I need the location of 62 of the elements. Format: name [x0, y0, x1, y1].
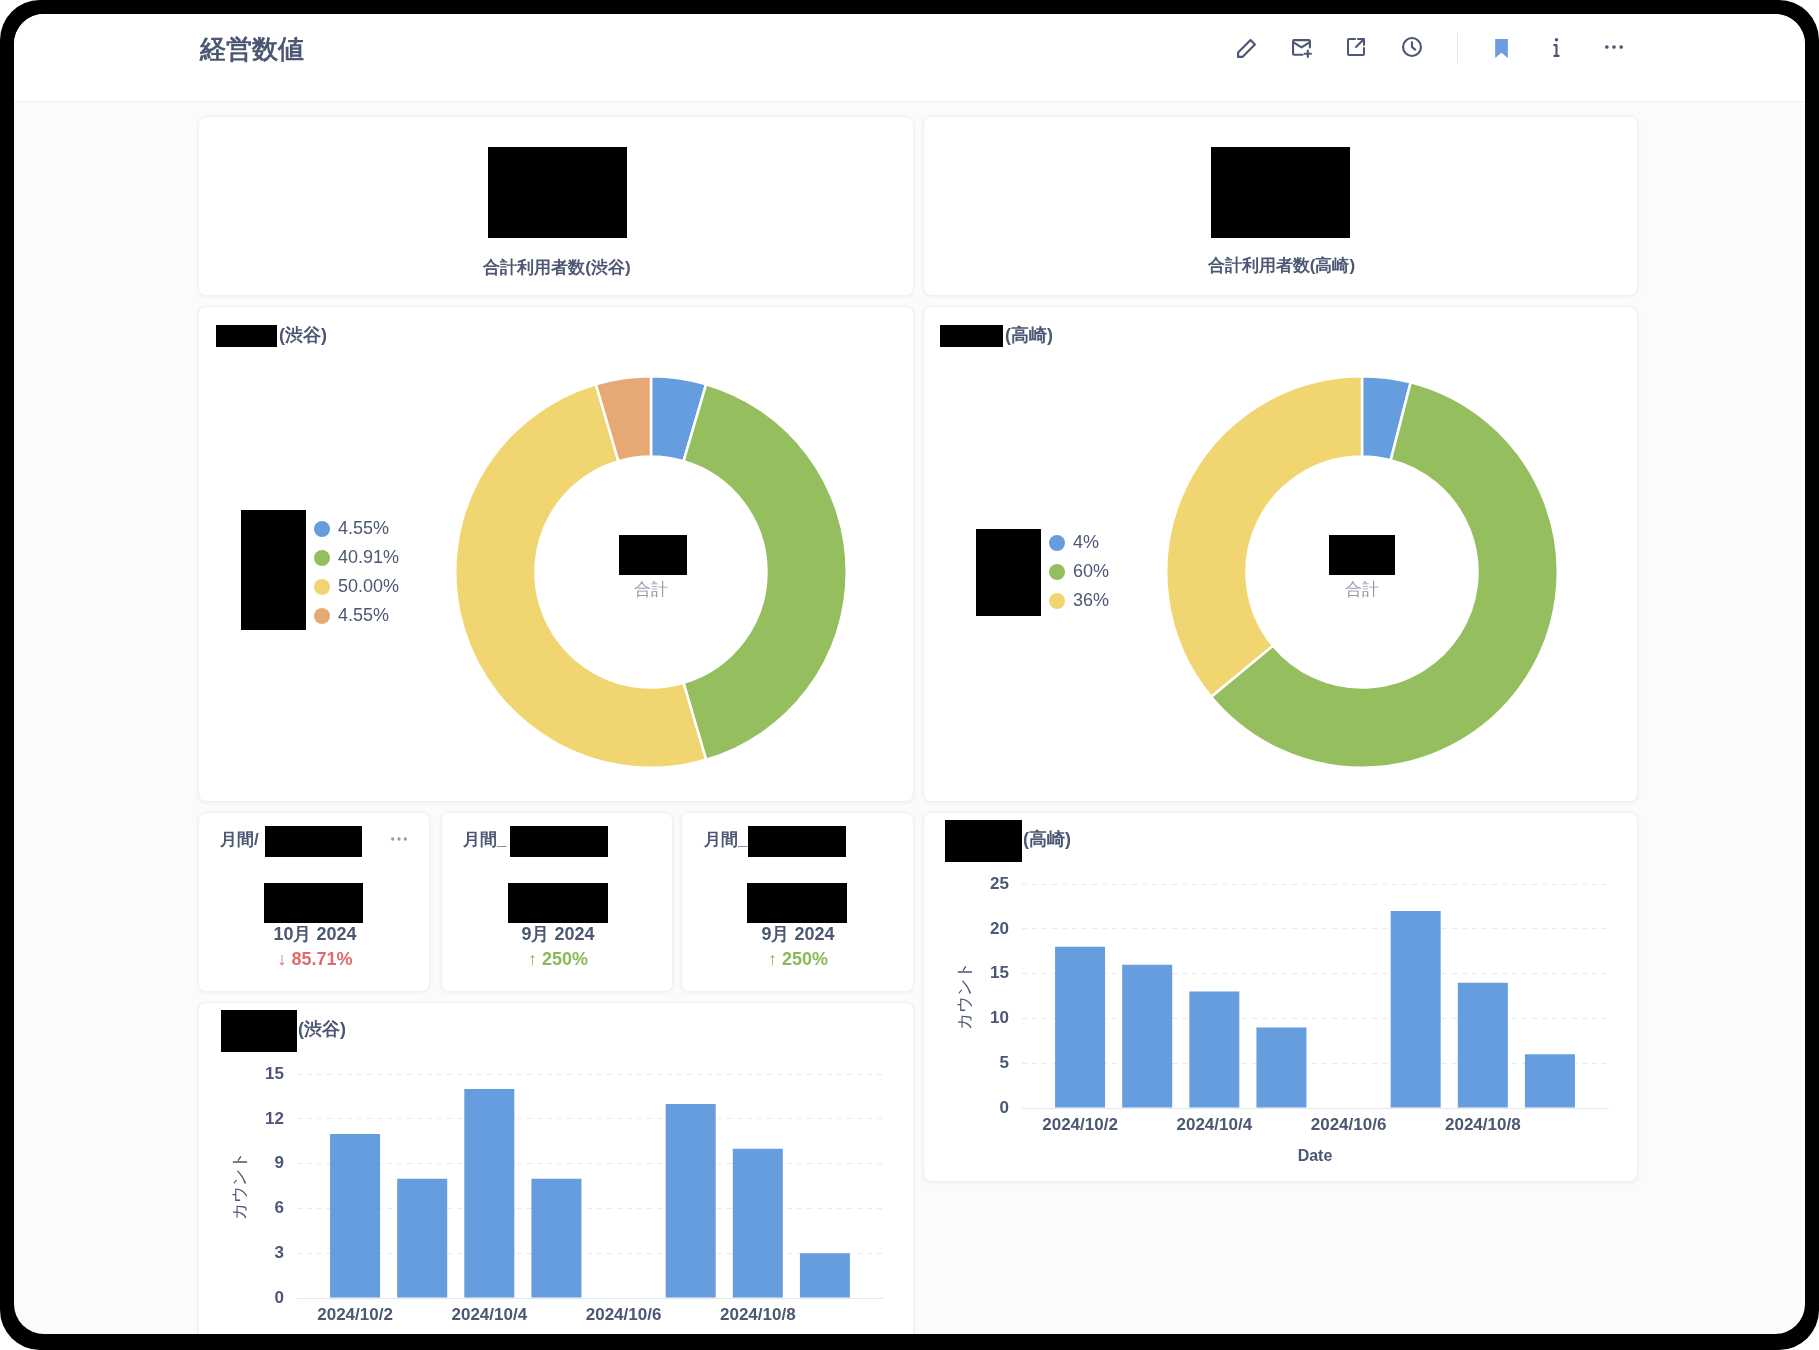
bar — [1457, 982, 1508, 1108]
x-tick-label: 2024/10/4 — [451, 1304, 528, 1324]
y-tick-label: 6 — [274, 1198, 284, 1218]
x-tick-label: 2024/10/6 — [1310, 1114, 1387, 1134]
text: 合計利用者数(高崎) — [1207, 255, 1356, 277]
y-axis-title: カウント — [954, 962, 974, 1031]
x-tick-label: 2024/10/6 — [585, 1304, 662, 1324]
legend-label: 40.91% — [338, 546, 400, 569]
x-axis-title: Date — [1297, 1146, 1333, 1164]
bar — [1524, 1054, 1575, 1108]
bar — [732, 1148, 783, 1298]
text: ↑ 250% — [767, 949, 829, 971]
bar — [531, 1178, 582, 1298]
y-tick-label: 3 — [274, 1242, 284, 1262]
text: 合計 — [634, 579, 668, 601]
bar — [1055, 946, 1106, 1108]
chart-title: (渋谷) — [298, 1019, 346, 1041]
text: 9月 2024 — [761, 924, 835, 946]
x-tick-label: 2024/10/2 — [317, 1304, 393, 1324]
bar — [464, 1089, 515, 1298]
text: 9月 2024 — [521, 924, 595, 946]
text: 10月 2024 — [273, 924, 357, 946]
y-tick-label: 0 — [274, 1287, 284, 1307]
bar — [1189, 991, 1240, 1108]
y-tick-label: 9 — [274, 1153, 284, 1173]
text: 月間_ — [704, 829, 748, 851]
y-axis-title: カウント — [229, 1152, 249, 1221]
chart-title: (高崎) — [1023, 829, 1071, 851]
text: 月間/ — [220, 829, 259, 851]
legend-label: 60% — [1073, 561, 1110, 583]
y-tick-label: 0 — [999, 1097, 1009, 1117]
legend-label: 4% — [1073, 532, 1100, 554]
y-tick-label: 20 — [990, 918, 1009, 938]
x-tick-label: 2024/10/2 — [1042, 1114, 1118, 1134]
y-tick-label: 25 — [990, 873, 1009, 893]
bar — [330, 1133, 381, 1298]
text: 月間_ — [463, 829, 507, 851]
chart-title: (渋谷) — [279, 325, 327, 347]
bar — [665, 1104, 716, 1298]
legend-label: 4.55% — [338, 517, 390, 540]
text: ↑ 250% — [527, 949, 589, 971]
legend-label: 4.55% — [338, 604, 390, 627]
legend-label: 36% — [1073, 590, 1110, 612]
bar — [1122, 964, 1173, 1108]
bar — [397, 1178, 448, 1298]
chart-title: (高崎) — [1005, 325, 1053, 347]
text: 合計利用者数(渋谷) — [483, 257, 631, 279]
legend-label: 50.00% — [338, 575, 400, 598]
y-tick-label: 10 — [990, 1008, 1009, 1028]
y-tick-label: 15 — [265, 1063, 284, 1083]
y-tick-label: 12 — [265, 1108, 284, 1128]
text: ↓ 85.71% — [277, 949, 353, 971]
x-tick-label: 2024/10/8 — [719, 1304, 796, 1324]
text: 経営数値 — [200, 34, 304, 66]
x-tick-label: 2024/10/8 — [1444, 1114, 1521, 1134]
bar — [1390, 911, 1441, 1108]
y-tick-label: 15 — [990, 963, 1009, 983]
text: 合計 — [1345, 579, 1379, 601]
y-tick-label: 5 — [999, 1052, 1009, 1072]
x-tick-label: 2024/10/4 — [1176, 1114, 1253, 1134]
bar — [1256, 1027, 1307, 1108]
bar — [799, 1253, 850, 1298]
